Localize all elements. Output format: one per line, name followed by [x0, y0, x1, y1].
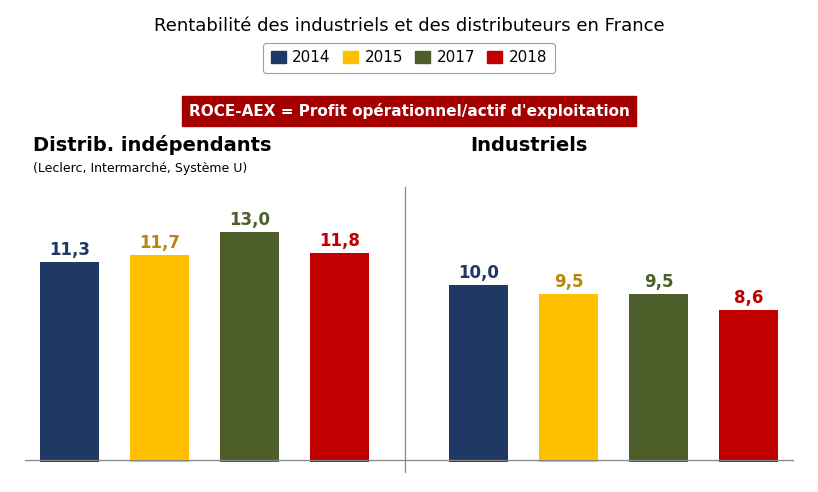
Text: ROCE-AEX = Profit opérationnel/actif d'exploitation: ROCE-AEX = Profit opérationnel/actif d'e… — [189, 103, 629, 119]
Text: 11,8: 11,8 — [319, 232, 360, 250]
Text: 11,3: 11,3 — [49, 241, 90, 259]
Bar — [40, 262, 99, 462]
Bar — [310, 253, 369, 462]
Bar — [130, 255, 189, 462]
Text: 11,7: 11,7 — [139, 234, 180, 252]
Text: 10,0: 10,0 — [458, 264, 499, 282]
Text: Distrib. indépendants: Distrib. indépendants — [33, 135, 272, 155]
Text: 8,6: 8,6 — [734, 289, 763, 307]
Bar — [629, 294, 688, 462]
Text: Industriels: Industriels — [470, 136, 587, 155]
Bar — [449, 285, 508, 462]
Bar — [719, 310, 778, 462]
Bar — [220, 232, 279, 462]
Text: 9,5: 9,5 — [554, 273, 583, 291]
Text: 13,0: 13,0 — [229, 211, 270, 229]
Text: (Leclerc, Intermarché, Système U): (Leclerc, Intermarché, Système U) — [33, 162, 247, 175]
Bar — [539, 294, 598, 462]
Legend: 2014, 2015, 2017, 2018: 2014, 2015, 2017, 2018 — [263, 43, 555, 73]
Text: 9,5: 9,5 — [644, 273, 673, 291]
Text: Rentabilité des industriels et des distributeurs en France: Rentabilité des industriels et des distr… — [154, 17, 664, 35]
